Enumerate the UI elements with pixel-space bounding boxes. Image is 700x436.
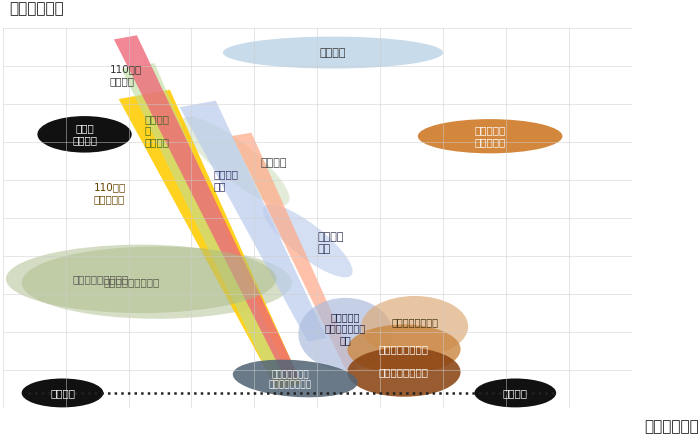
Ellipse shape <box>37 116 132 153</box>
Text: お墓や
仏壇購入: お墓や 仏壇購入 <box>72 123 97 145</box>
Text: 教育資金
贈与: 教育資金 贈与 <box>317 232 344 253</box>
Ellipse shape <box>223 37 443 68</box>
Text: ワンルーム
マンション購入
貳貴: ワンルーム マンション購入 貳貴 <box>325 312 366 345</box>
Text: お手軽度　大: お手軽度 大 <box>9 1 64 17</box>
Text: 生前贈与
＋
生命保険: 生前贈与 ＋ 生命保険 <box>144 114 169 147</box>
Ellipse shape <box>418 119 562 153</box>
Ellipse shape <box>233 360 358 397</box>
Text: 養子縁組: 養子縁組 <box>320 48 346 58</box>
Text: 110万円
以上の贈与: 110万円 以上の贈与 <box>94 183 126 204</box>
Text: 相続時精算課税制度: 相続時精算課税制度 <box>72 274 128 284</box>
Polygon shape <box>119 90 302 388</box>
Polygon shape <box>232 133 357 371</box>
Text: 海外移住: 海外移住 <box>503 388 528 398</box>
Ellipse shape <box>22 378 104 407</box>
Text: 110万円
まで贈与: 110万円 まで贈与 <box>110 65 142 86</box>
Ellipse shape <box>22 246 292 319</box>
Polygon shape <box>121 63 288 379</box>
Text: 節税効果　大: 節税効果 大 <box>644 419 699 435</box>
Ellipse shape <box>347 347 461 397</box>
Text: 郊外から都心に
転居（自宅購入）: 郊外から都心に 転居（自宅購入） <box>269 370 312 389</box>
Ellipse shape <box>361 296 468 357</box>
Ellipse shape <box>347 324 461 374</box>
Ellipse shape <box>6 245 277 313</box>
Polygon shape <box>114 35 299 379</box>
Ellipse shape <box>298 298 393 370</box>
Ellipse shape <box>263 204 353 277</box>
Ellipse shape <box>181 116 290 205</box>
Ellipse shape <box>475 378 556 407</box>
Text: 地積規模の
大きな土地: 地積規模の 大きな土地 <box>475 126 506 147</box>
Text: おしどり
贈与: おしどり 贈与 <box>214 169 239 191</box>
Text: 賃貴アパート購入: 賃貴アパート購入 <box>379 344 429 354</box>
Text: 賃貴アパート建築: 賃貴アパート建築 <box>379 367 429 377</box>
Polygon shape <box>180 101 327 341</box>
Text: 生命保険: 生命保険 <box>260 158 287 168</box>
Text: 相続時精算課税制度: 相続時精算課税制度 <box>104 278 160 288</box>
Text: 海外移住: 海外移住 <box>50 388 75 398</box>
Text: タワン購入・貳貴: タワン購入・貳貴 <box>391 317 438 327</box>
